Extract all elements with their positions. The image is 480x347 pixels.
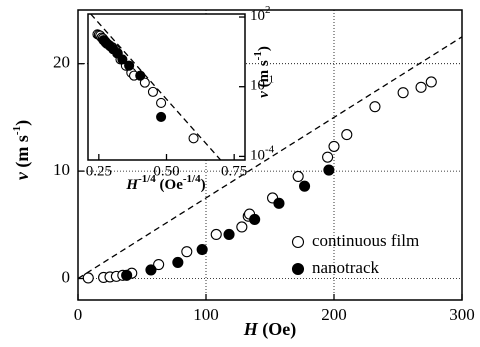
data-point [299, 180, 311, 192]
y-tick-base: 10 [250, 148, 265, 164]
data-point [210, 228, 222, 241]
x-tick-label: 0 [74, 305, 83, 324]
x-tick-label: 0.75 [221, 163, 247, 179]
data-point [147, 86, 159, 97]
x-label-unit: (Oe) [258, 319, 296, 340]
data-point [415, 81, 427, 93]
data-point [328, 140, 340, 152]
y-label-symbol: v [12, 171, 32, 180]
legend-marker [291, 262, 305, 276]
y-tick-label: 20 [53, 53, 70, 72]
y-tick-label: 0 [62, 267, 71, 286]
x-axis-label: H (Oe) [243, 319, 297, 340]
y-label-exp: -1 [11, 126, 23, 135]
data-point [341, 129, 353, 141]
fit-line [90, 14, 222, 160]
data-point [196, 243, 208, 256]
data-point [121, 269, 133, 281]
data-point [322, 151, 334, 163]
x-label-symbol: H [243, 319, 259, 339]
data-point [223, 228, 235, 241]
x-tick-label: 100 [193, 305, 219, 324]
y-label-close: ) [12, 120, 33, 126]
data-point [139, 77, 150, 88]
y-tick-base: 10 [250, 8, 265, 24]
y-axis-label: v (m s-1) [11, 120, 34, 180]
data-point [236, 221, 248, 233]
inset-y-label-part: -1 [252, 51, 264, 60]
y-tick-label: 10 [53, 160, 70, 179]
inset-y-label-part: v [256, 91, 272, 98]
plot-content [90, 14, 222, 160]
x-tick-label: 300 [449, 305, 475, 324]
y-label-unit: (m s [12, 135, 33, 172]
inset-y-label-part: (m s [256, 60, 272, 91]
y-tick-label: 10-1 [250, 73, 274, 94]
inset-y-label: v (m s-1) [252, 46, 273, 98]
x-tick-label: 0.50 [153, 163, 179, 179]
data-point [172, 256, 184, 268]
inset-x-label-part: -1/4 [138, 173, 156, 185]
plot-area [88, 14, 245, 160]
data-point [425, 76, 437, 88]
data-point [153, 259, 165, 271]
legend-label: nanotrack [312, 258, 380, 277]
y-tick-label: 102 [250, 4, 271, 25]
y-tick-exp: -1 [265, 73, 274, 85]
inset-x-label-part: H [125, 177, 139, 193]
fit-line [78, 36, 462, 280]
data-point [124, 60, 135, 71]
data-point [188, 133, 199, 144]
data-point [397, 87, 409, 99]
legend-label: continuous film [312, 231, 419, 250]
inset-y-label-part: ) [256, 46, 272, 51]
inset-x-label-part: ) [201, 177, 206, 193]
data-point [82, 272, 94, 284]
legend-marker [291, 235, 305, 249]
data-point [156, 111, 167, 122]
data-point [156, 97, 167, 109]
y-tick-base: 10 [250, 78, 265, 94]
data-point [117, 54, 128, 65]
x-tick-label: 200 [321, 305, 347, 324]
data-point [249, 213, 261, 225]
plot-frame [77, 9, 463, 301]
data-point [135, 70, 146, 81]
y-tick-label: 10-4 [250, 143, 275, 164]
inset-x-label: H-1/4 (Oe-1/4) [125, 173, 205, 194]
inset-x-label-part: (Oe [156, 177, 183, 193]
data-point [323, 164, 335, 176]
data-point [292, 170, 304, 183]
y-tick-exp: -4 [265, 143, 275, 155]
data-point [145, 264, 157, 276]
data-point [181, 246, 193, 258]
inset-x-label-part: -1/4 [183, 173, 201, 185]
x-tick-label: 0.25 [86, 163, 112, 179]
y-tick-exp: 2 [265, 4, 271, 16]
data-point [273, 197, 285, 209]
data-point [369, 101, 381, 113]
